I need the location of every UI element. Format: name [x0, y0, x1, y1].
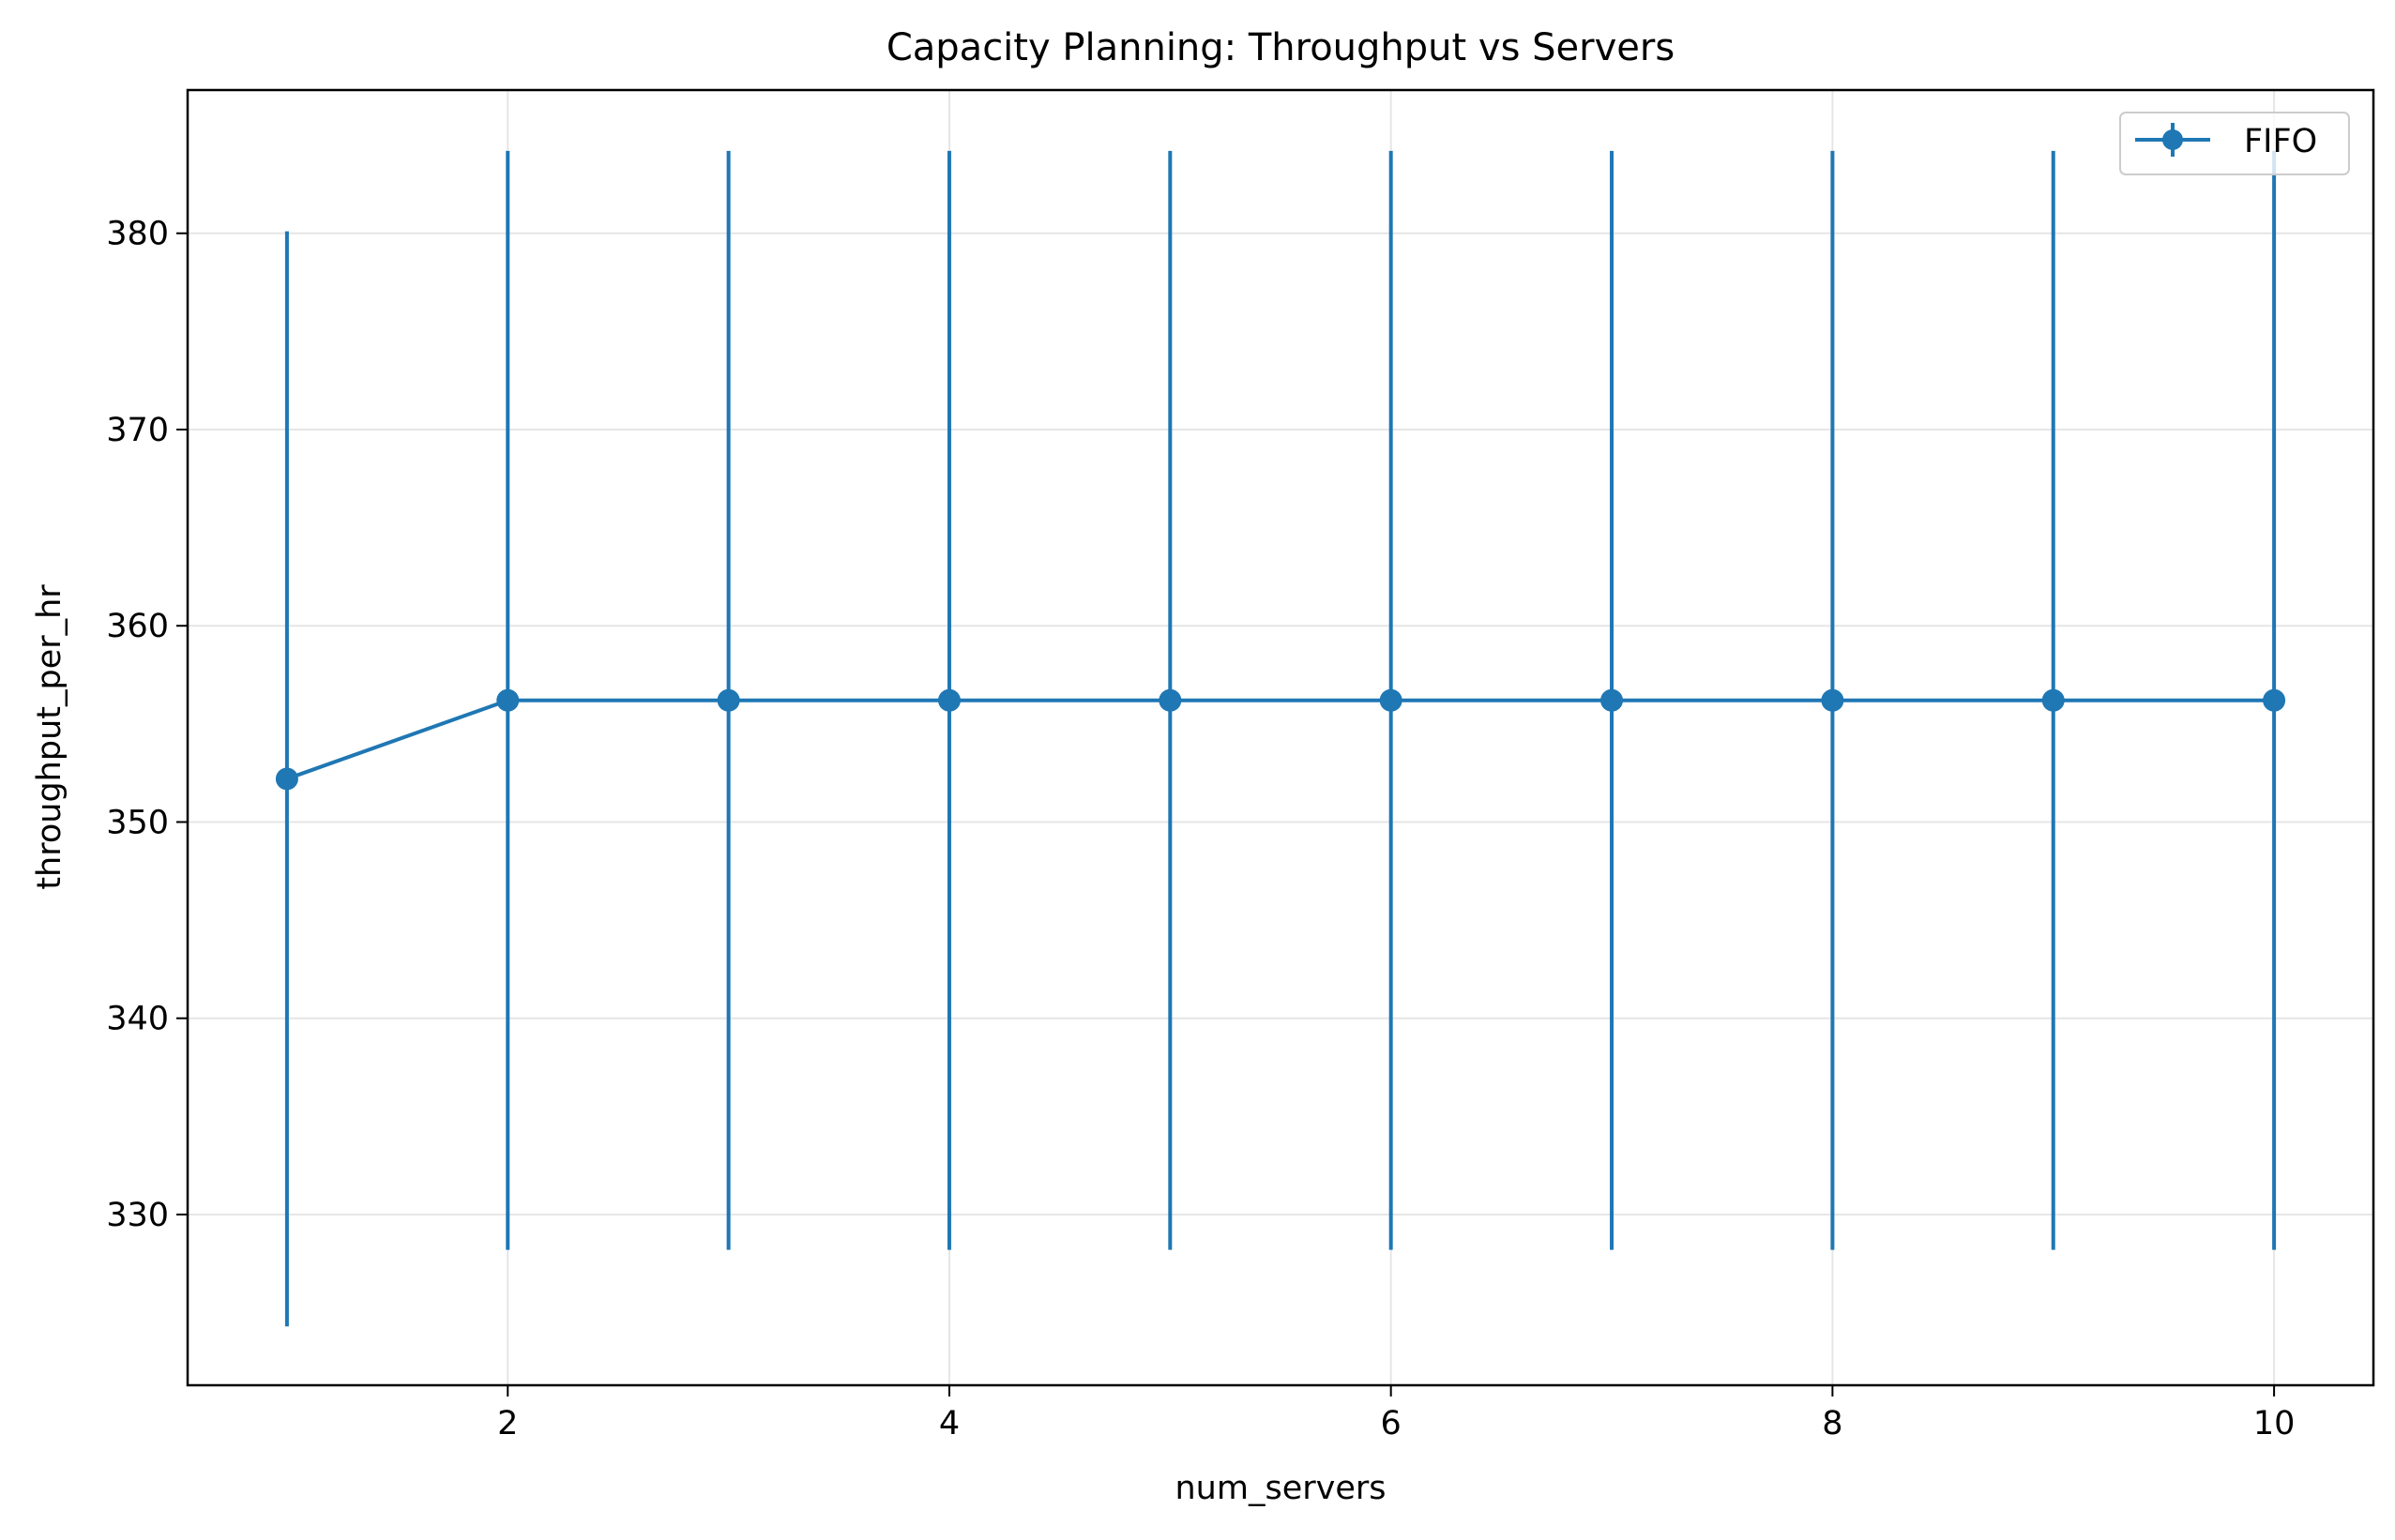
data-point [1600, 688, 1624, 712]
series-line [284, 698, 2277, 781]
legend-box [2119, 112, 2350, 175]
x-axis-ticks: 2 4 6 8 10 [497, 1385, 2295, 1442]
x-axis-label: num_servers [1175, 1470, 1387, 1507]
series-lines [284, 698, 2277, 781]
x-tick-label: 8 [1822, 1405, 1842, 1442]
data-point [275, 767, 298, 791]
y-tick-label: 370 [106, 412, 169, 449]
data-point [1379, 688, 1402, 712]
y-tick-label: 360 [106, 608, 169, 645]
legend: FIFO [2119, 112, 2350, 175]
data-point [2041, 688, 2065, 712]
data-point [2263, 688, 2286, 712]
legend-marker-swatch [2162, 129, 2183, 150]
x-tick-label: 2 [497, 1405, 518, 1442]
y-tick-label: 380 [106, 216, 169, 253]
y-axis-label: throughput_per_hr [31, 584, 68, 890]
x-tick-label: 10 [2253, 1405, 2296, 1442]
x-tick-label: 4 [939, 1405, 960, 1442]
data-point [1821, 688, 1844, 712]
y-tick-label: 350 [106, 804, 169, 841]
data-point [1159, 688, 1182, 712]
axes-frame [186, 88, 2375, 1387]
y-tick-label: 330 [106, 1197, 169, 1234]
y-axis-ticks: 330 340 350 360 370 380 [106, 216, 188, 1234]
data-point [496, 688, 520, 712]
y-tick-label: 340 [106, 1001, 169, 1038]
series-markers [275, 688, 2286, 791]
data-point [937, 688, 961, 712]
chart-title: Capacity Planning: Throughput vs Servers [887, 26, 1675, 69]
legend-entry-label: FIFO [2244, 123, 2317, 160]
x-tick-label: 6 [1381, 1405, 1402, 1442]
data-point [717, 688, 740, 712]
